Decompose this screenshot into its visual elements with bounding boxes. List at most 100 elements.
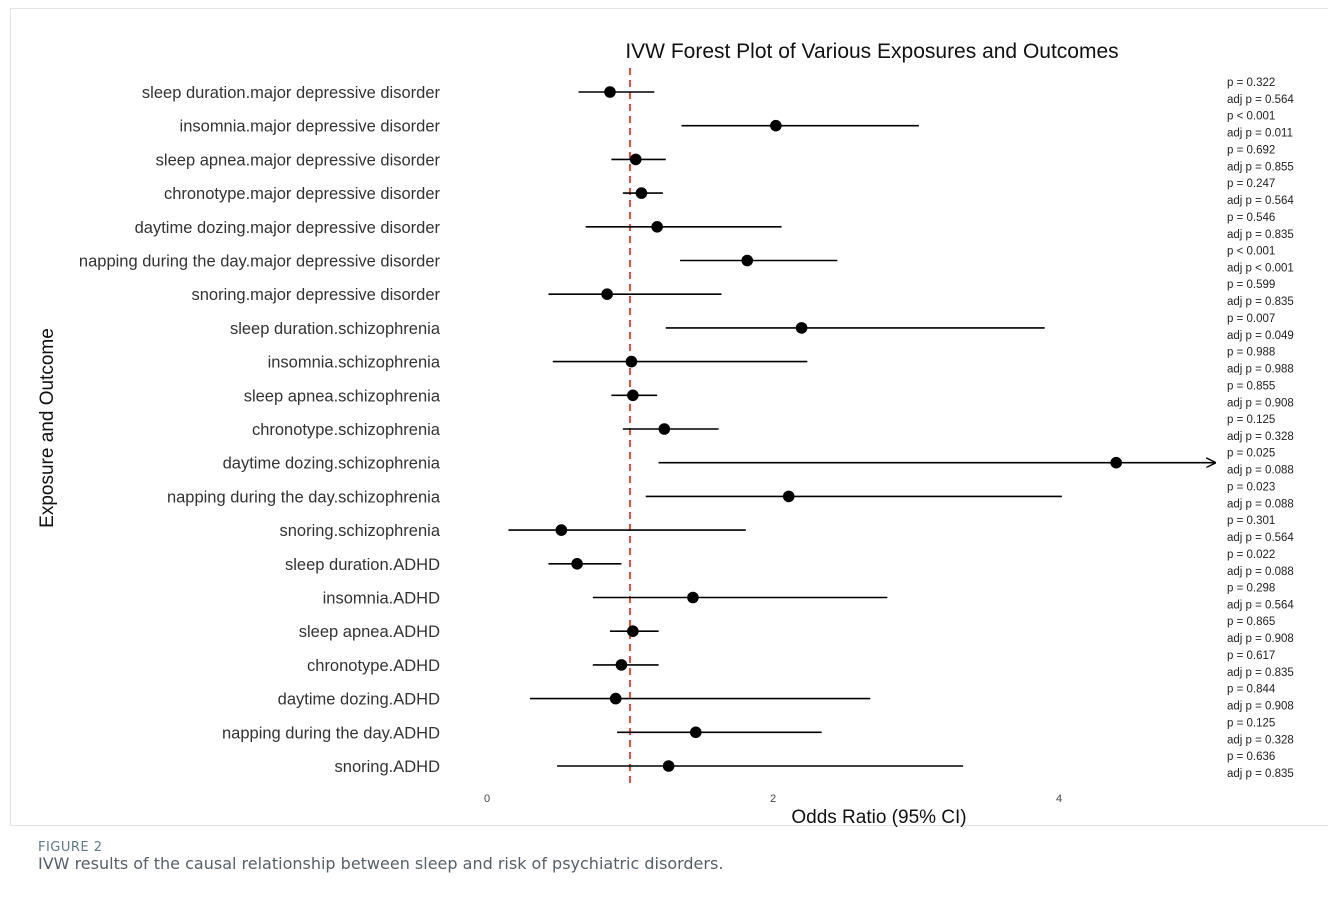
forest-row: sleep duration.ADHD p = 0.022 adj p = 0.08… — [285, 549, 1294, 578]
adj-p-value-label: adj p = 0.564 — [1227, 600, 1294, 612]
forest-row: insomnia.schizophrenia p = 0.988 adj p = 0… — [268, 347, 1294, 376]
p-value-label: p = 0.617 — [1227, 650, 1275, 662]
adj-p-value-label: adj p = 0.835 — [1227, 229, 1294, 241]
p-value-label: p = 0.636 — [1227, 751, 1275, 763]
adj-p-value-label: adj p = 0.564 — [1227, 532, 1294, 544]
forest-row: insomnia.major depressive disorder p < 0.… — [180, 111, 1293, 140]
forest-row: sleep apnea.major depressive disorder p =… — [156, 144, 1294, 173]
row-label: snoring.major depressive disorder — [191, 286, 440, 304]
point-estimate — [689, 726, 702, 739]
row-label: snoring.ADHD — [335, 758, 441, 776]
point-estimate — [627, 389, 639, 402]
x-tick-label: 4 — [1056, 793, 1062, 805]
adj-p-value-label: adj p = 0.564 — [1227, 195, 1294, 207]
row-label: daytime dozing.major depressive disorder — [135, 219, 441, 237]
adj-p-value-label: adj p = 0.328 — [1227, 431, 1294, 443]
p-value-label: p = 0.844 — [1227, 684, 1276, 696]
forest-row: snoring.schizophrenia p = 0.301 adj p = 0.… — [279, 515, 1294, 544]
p-value-label: p = 0.599 — [1227, 279, 1275, 291]
point-estimate — [627, 625, 639, 637]
forest-row: insomnia.ADHD p = 0.298 adj p = 0.564 — [323, 583, 1295, 612]
p-value-label: p = 0.125 — [1227, 717, 1275, 729]
point-estimate — [615, 659, 628, 671]
p-value-label: p = 0.988 — [1227, 347, 1275, 359]
adj-p-value-label: adj p = 0.564 — [1227, 94, 1294, 106]
row-label: insomnia.schizophrenia — [268, 354, 441, 372]
p-value-label: p = 0.025 — [1227, 448, 1275, 460]
row-label: sleep apnea.schizophrenia — [244, 387, 441, 405]
point-estimate — [651, 221, 663, 233]
p-value-label: p < 0.001 — [1227, 111, 1275, 123]
adj-p-value-label: adj p < 0.001 — [1227, 263, 1294, 275]
figure-caption: IVW results of the causal relationship b… — [38, 854, 724, 873]
row-label: sleep duration.major depressive disorder — [142, 84, 441, 102]
p-value-label: p = 0.855 — [1227, 380, 1275, 392]
point-estimate — [601, 288, 613, 301]
point-estimate — [782, 490, 795, 503]
p-value-label: p = 0.007 — [1227, 313, 1275, 325]
point-estimate — [629, 153, 642, 166]
adj-p-value-label: adj p = 0.049 — [1227, 330, 1294, 342]
adj-p-value-label: adj p = 0.908 — [1227, 701, 1294, 713]
p-value-label: p = 0.692 — [1227, 144, 1275, 156]
point-estimate — [571, 558, 583, 570]
forest-row: snoring.major depressive disorder p = 0.5… — [191, 279, 1293, 308]
point-estimate — [555, 524, 568, 536]
chart-title: IVW Forest Plot of Various Exposures and… — [625, 40, 1118, 63]
forest-row: sleep duration.major depressive disorder… — [142, 77, 1295, 106]
adj-p-value-label: adj p = 0.088 — [1227, 465, 1294, 477]
p-value-label: p < 0.001 — [1227, 246, 1275, 258]
row-label: napping during the day.schizophrenia — [167, 488, 441, 506]
row-label: insomnia.ADHD — [323, 590, 440, 608]
row-label: daytime dozing.ADHD — [278, 691, 440, 709]
point-estimate — [604, 86, 616, 98]
p-value-label: p = 0.023 — [1227, 481, 1275, 493]
forest-row: sleep apnea.schizophrenia p = 0.855 adj p … — [244, 380, 1294, 409]
row-label: snoring.schizophrenia — [279, 522, 440, 540]
point-estimate — [625, 355, 638, 368]
x-tick-label: 0 — [484, 793, 490, 805]
forest-plot: IVW Forest Plot of Various Exposures and… — [37, 40, 1295, 828]
forest-row: daytime dozing.ADHD p = 0.844 adj p = 0.90… — [278, 684, 1294, 713]
x-axis-ticks: 0 2 4 — [484, 793, 1062, 805]
row-label: daytime dozing.schizophrenia — [223, 455, 441, 473]
point-estimate — [662, 760, 675, 772]
y-axis-title: Exposure and Outcome — [37, 328, 58, 528]
p-value-label: p = 0.125 — [1227, 414, 1275, 426]
adj-p-value-label: adj p = 0.011 — [1227, 128, 1293, 140]
point-estimate — [795, 322, 808, 334]
p-value-label: p = 0.298 — [1227, 583, 1275, 595]
row-label: napping during the day.major depressive … — [79, 253, 441, 271]
adj-p-value-label: adj p = 0.988 — [1227, 364, 1294, 376]
row-label: napping during the day.ADHD — [222, 724, 440, 742]
forest-row: napping during the day.ADHD p = 0.125 adj … — [222, 717, 1294, 746]
forest-row: daytime dozing.major depressive disorder… — [135, 212, 1294, 241]
figure-label: FIGURE 2 — [38, 840, 103, 855]
point-estimate — [1110, 456, 1122, 469]
p-value-label: p = 0.546 — [1227, 212, 1275, 224]
figure-frame — [10, 8, 1328, 826]
row-label: insomnia.major depressive disorder — [180, 118, 441, 136]
x-axis-title: Odds Ratio (95% CI) — [791, 807, 966, 828]
forest-row: daytime dozing.schizophrenia p = 0.025 adj… — [223, 448, 1294, 477]
row-label: sleep duration.schizophrenia — [230, 320, 441, 338]
p-value-label: p = 0.322 — [1227, 77, 1275, 89]
forest-row: napping during the day.schizophrenia p = … — [167, 481, 1294, 510]
row-label: chronotype.ADHD — [307, 657, 440, 675]
adj-p-value-label: adj p = 0.835 — [1227, 768, 1294, 780]
row-label: sleep apnea.ADHD — [299, 623, 440, 641]
forest-row: sleep duration.schizophrenia p = 0.007 adj… — [230, 313, 1294, 342]
adj-p-value-label: adj p = 0.855 — [1227, 161, 1294, 173]
adj-p-value-label: adj p = 0.328 — [1227, 734, 1294, 746]
p-value-label: p = 0.247 — [1227, 178, 1275, 190]
forest-row: napping during the day.major depressive … — [79, 246, 1294, 275]
adj-p-value-label: adj p = 0.088 — [1227, 498, 1294, 510]
row-label: sleep apnea.major depressive disorder — [156, 151, 441, 169]
point-estimate — [741, 254, 754, 267]
point-estimate — [687, 591, 699, 604]
adj-p-value-label: adj p = 0.835 — [1227, 667, 1294, 679]
forest-row: chronotype.major depressive disorder p = … — [164, 178, 1294, 207]
point-estimate — [635, 187, 648, 199]
adj-p-value-label: adj p = 0.908 — [1227, 397, 1294, 409]
p-value-label: p = 0.865 — [1227, 616, 1275, 628]
